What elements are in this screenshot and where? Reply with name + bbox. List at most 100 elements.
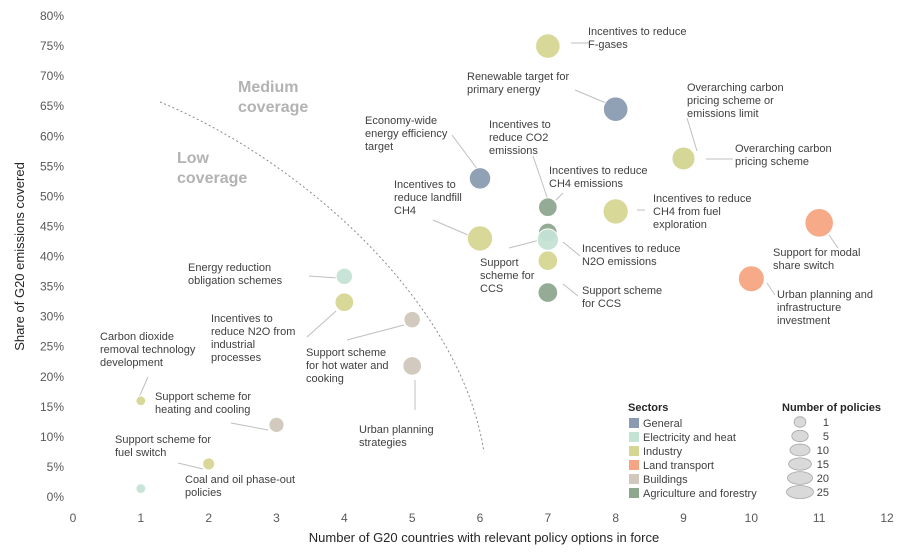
point-label: Incentives to reduce CH4 from fuel explora… (653, 193, 751, 231)
point-label: Carbon dioxide removal technology developm… (100, 331, 196, 369)
coverage-regions: Medium coverage Low coverage (159, 79, 485, 453)
point-label: Incentives to reduce CH4 emissions (549, 165, 647, 190)
y-tick-label: 25% (40, 340, 64, 354)
legend-size-marker (787, 471, 813, 485)
y-axis-title: Share of G20 emissions covered (12, 162, 27, 351)
leader-line (574, 89, 607, 104)
legend-size-marker (786, 485, 814, 499)
point-label-line: infrastructure (777, 302, 841, 314)
point-label-line: Carbon dioxide (100, 331, 174, 343)
data-point (537, 197, 558, 218)
point-label: Economy-wide energy efficiency target (365, 115, 448, 153)
point-label: Energy reduction obligation schemes (188, 262, 283, 287)
point-label-line: policies (185, 487, 222, 499)
y-tick-label: 5% (47, 460, 65, 474)
x-tick-label: 11 (813, 511, 826, 525)
point-label-line: Support scheme (582, 285, 662, 297)
y-tick-label: 70% (40, 69, 64, 83)
point-label-line: N2O emissions (582, 256, 657, 268)
data-point (536, 228, 560, 251)
point-label-line: Support scheme (306, 347, 386, 359)
point-label-line: CCS (480, 283, 503, 295)
legend-size-label: 25 (817, 487, 829, 499)
data-point (335, 267, 354, 286)
point-label-line: target (365, 141, 393, 153)
y-tick-label: 80% (40, 9, 64, 23)
point-label: Coal and oil phase-out policies (185, 474, 295, 499)
point-label-line: Incentives to (489, 119, 551, 131)
leader-line (230, 422, 269, 431)
point-label-line: processes (211, 352, 262, 364)
point-label: Incentives to reduce N2O from industrial pr… (211, 313, 295, 364)
legend-size-title: Number of policies (782, 402, 881, 414)
point-label-line: Support scheme for (115, 434, 211, 446)
point-label-line: investment (777, 315, 830, 327)
y-tick-label: 60% (40, 129, 64, 143)
y-tick-label: 55% (40, 159, 64, 173)
legend-size-label: 20 (817, 473, 829, 485)
x-tick-label: 10 (745, 511, 759, 525)
point-label: Overarching carbon pricing scheme or emiss… (687, 82, 784, 120)
data-point (737, 265, 765, 293)
data-point (466, 225, 494, 252)
point-label: Incentives to reduce N2O emissions (582, 243, 680, 268)
y-tick-label: 15% (40, 400, 64, 414)
point-label: Overarching carbon pricing scheme (735, 143, 832, 168)
legend: Sectors General Electricity and heat Indust… (628, 402, 881, 500)
point-label: Incentives to reduce landfill CH4 (394, 179, 462, 217)
point-label-line: Economy-wide (365, 115, 437, 127)
y-tick-label: 20% (40, 370, 64, 384)
point-label-line: heating and cooling (155, 404, 250, 416)
annotations: Incentives to reduce F-gases Renewable tar… (100, 26, 873, 499)
point-label: Support scheme for CCS (582, 285, 662, 310)
x-tick-label: 8 (612, 511, 619, 525)
legend-swatch (629, 488, 639, 498)
legend-sector-label: Buildings (643, 474, 688, 486)
x-tick-label: 2 (205, 511, 212, 525)
leader-line (346, 324, 405, 341)
legend-swatch (629, 460, 639, 470)
point-label: Incentives to reduce F-gases (588, 26, 686, 51)
leader-line (562, 241, 581, 257)
point-label-line: Incentives to (211, 313, 273, 325)
data-point (135, 483, 147, 494)
legend-swatch (629, 418, 639, 428)
point-label-line: exploration (653, 219, 707, 231)
legend-size-label: 5 (823, 431, 829, 443)
point-label-line: development (100, 357, 163, 369)
x-tick-label: 1 (137, 511, 144, 525)
data-point (468, 167, 492, 190)
point-label-line: share switch (773, 260, 834, 272)
point-label-line: Energy reduction (188, 262, 271, 274)
point-label: Renewable target for primary energy (467, 71, 569, 96)
point-label-line: Support for modal (773, 247, 860, 259)
point-label-line: Support (480, 257, 519, 269)
point-label-line: obligation schemes (188, 275, 283, 287)
leader-line (555, 192, 564, 201)
leader-line (432, 219, 469, 236)
legend-size-marker (788, 457, 812, 471)
legend-swatch (629, 446, 639, 456)
point-label-line: reduce landfill (394, 192, 462, 204)
point-label: Support scheme for heating and cooling (155, 391, 251, 416)
legend-size-marker (793, 416, 807, 428)
legend-swatch (629, 432, 639, 442)
point-label: Support scheme for fuel switch (115, 434, 211, 459)
point-label-line: CH4 from fuel (653, 206, 721, 218)
point-label-line: Incentives to (394, 179, 456, 191)
legend-size-marker (791, 429, 809, 443)
leader-line (766, 282, 776, 296)
x-tick-label: 3 (273, 511, 280, 525)
legend-sector-label: Electricity and heat (643, 432, 736, 444)
y-tick-label: 40% (40, 250, 64, 264)
data-point (804, 208, 834, 238)
point-label-line: pricing scheme or (687, 95, 774, 107)
point-label-line: for hot water and (306, 360, 389, 372)
point-label-line: emissions (489, 145, 538, 157)
y-tick-label: 65% (40, 99, 64, 113)
point-label-line: Incentives to reduce (549, 165, 647, 177)
point-label: Incentives to reduce CO2 emissions (489, 119, 551, 157)
axes: 0% 5% 10% 15% 20% 25% 30% 35% 40% 45% 50% 55% 60% 65%… (12, 9, 894, 545)
data-point (334, 292, 355, 313)
legend-size-label: 10 (817, 445, 829, 457)
